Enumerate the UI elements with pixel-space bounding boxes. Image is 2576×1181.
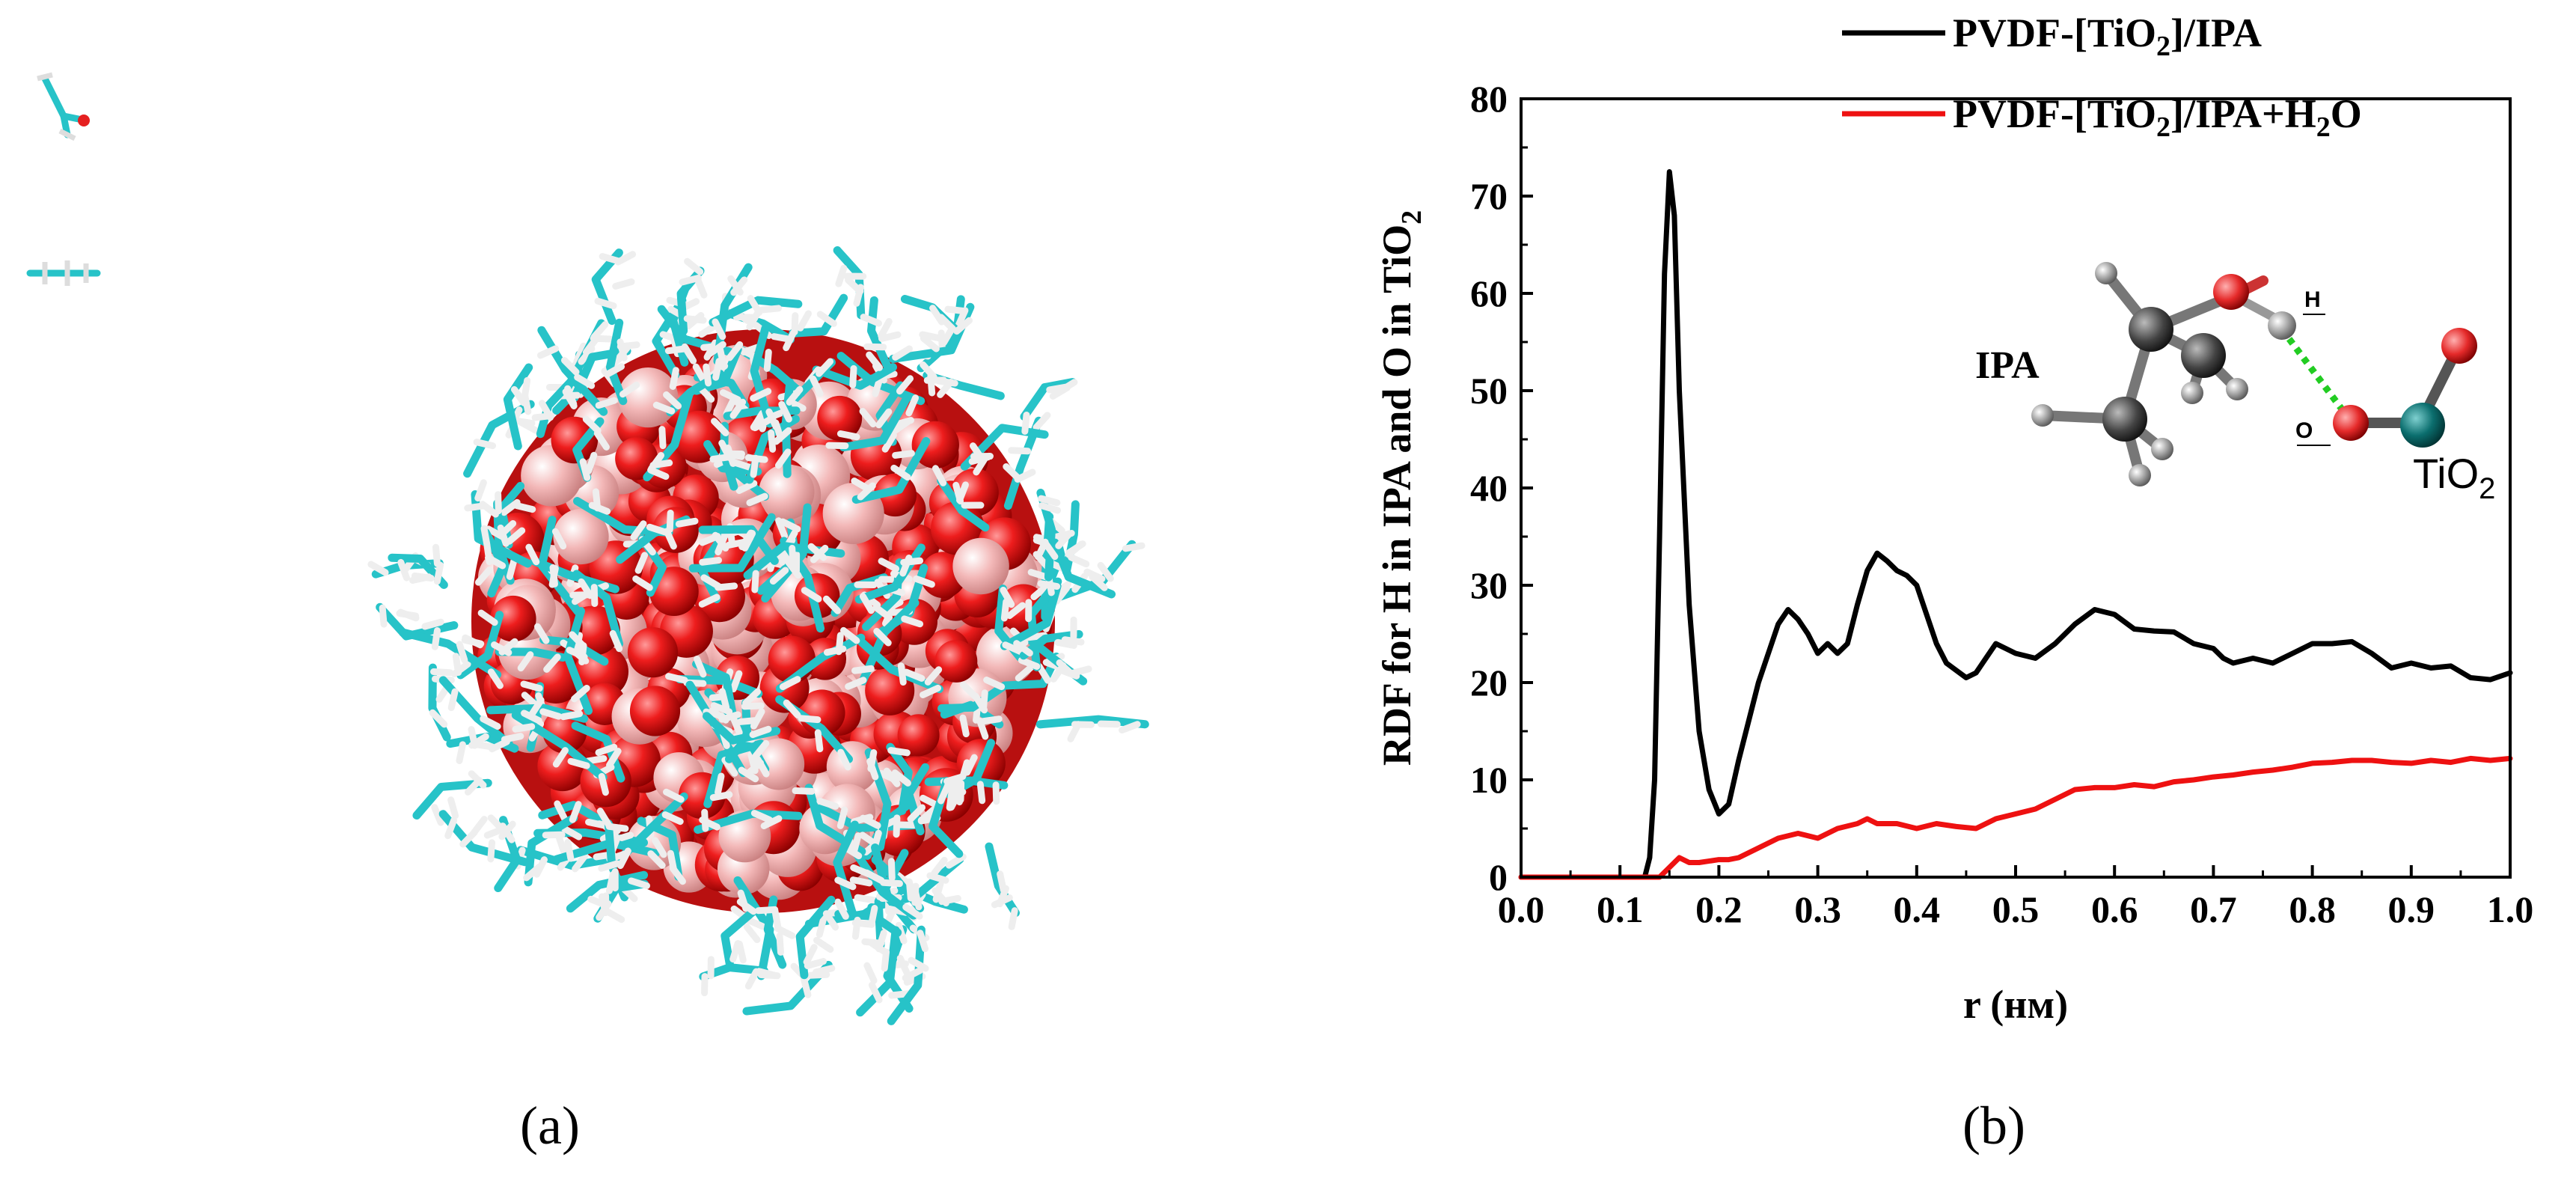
ipa-ligand-shell bbox=[367, 246, 1149, 1025]
series-layer bbox=[1518, 169, 2513, 880]
series-line-pvdf-tio2-ipa bbox=[1518, 169, 2513, 880]
y-axis-ticks: 0 10 20 30 40 50 60 70 80 bbox=[1470, 78, 1533, 898]
x-tick-label: 0.8 bbox=[2289, 888, 2336, 930]
y-axis-label-sub: 2 bbox=[1396, 210, 1428, 225]
panel-label-a: (a) bbox=[520, 1096, 580, 1156]
y-tick-label: 30 bbox=[1470, 564, 1508, 606]
x-axis-label: r (нм) bbox=[1963, 982, 2068, 1027]
y-tick-label: 0 bbox=[1489, 856, 1508, 898]
y-tick-label: 40 bbox=[1470, 467, 1508, 509]
y-tick-label: 50 bbox=[1470, 370, 1508, 412]
y-axis-label: RDF for H in IPA and O in TiO2 bbox=[1374, 210, 1428, 766]
x-tick-label: 0.0 bbox=[1498, 888, 1545, 930]
y-axis-label-text: RDF for H in IPA and O in TiO bbox=[1374, 225, 1419, 766]
legend: PVDF-[TiO2]/IPA PVDF-[TiO2]/IPA+H2O bbox=[1842, 10, 2362, 143]
inset-h-label: H bbox=[2304, 287, 2321, 312]
x-tick-label: 0.4 bbox=[1894, 888, 1941, 930]
x-tick-label: 0.1 bbox=[1597, 888, 1644, 930]
y-tick-label: 20 bbox=[1470, 662, 1508, 704]
inset-ipa-label: IPA bbox=[1975, 344, 2040, 387]
rdf-chart: 0.0 0.1 0.2 0.3 0.4 0.5 0.6 0.7 0.8 0.9 1.0 0 10 20 3… bbox=[1374, 10, 2533, 1027]
inset-hbond-diagram: IPA TiO2 bbox=[1975, 262, 2495, 505]
legend-entry-1: PVDF-[TiO2]/IPA bbox=[1953, 10, 2262, 62]
x-tick-label: 1.0 bbox=[2487, 888, 2534, 930]
x-tick-label: 0.3 bbox=[1794, 888, 1841, 930]
x-tick-label: 0.2 bbox=[1695, 888, 1743, 930]
x-tick-label: 0.6 bbox=[2091, 888, 2138, 930]
series-line-pvdf-tio2-ipa-h2o bbox=[1518, 755, 2513, 880]
inset-o-label: O bbox=[2295, 418, 2313, 443]
y-tick-label: 10 bbox=[1470, 759, 1508, 801]
small-molecule-icon-middle bbox=[26, 260, 101, 286]
y-tick-label: 80 bbox=[1470, 78, 1508, 120]
inset-tio2-label: TiO2 bbox=[2413, 450, 2495, 505]
x-tick-label: 0.9 bbox=[2388, 888, 2435, 930]
small-molecule-icon-top bbox=[37, 72, 90, 141]
legend-entry-2: PVDF-[TiO2]/IPA+H2O bbox=[1953, 91, 2362, 143]
y-tick-label: 60 bbox=[1470, 272, 1508, 314]
x-tick-label: 0.5 bbox=[1992, 888, 2040, 930]
y-tick-label: 70 bbox=[1470, 175, 1508, 217]
panel-label-b: (b) bbox=[1962, 1096, 2025, 1156]
x-tick-label: 0.7 bbox=[2190, 888, 2237, 930]
nanoparticle-render bbox=[26, 72, 1149, 1025]
x-axis-ticks: 0.0 0.1 0.2 0.3 0.4 0.5 0.6 0.7 0.8 0.9 1.0 bbox=[1498, 865, 2534, 930]
